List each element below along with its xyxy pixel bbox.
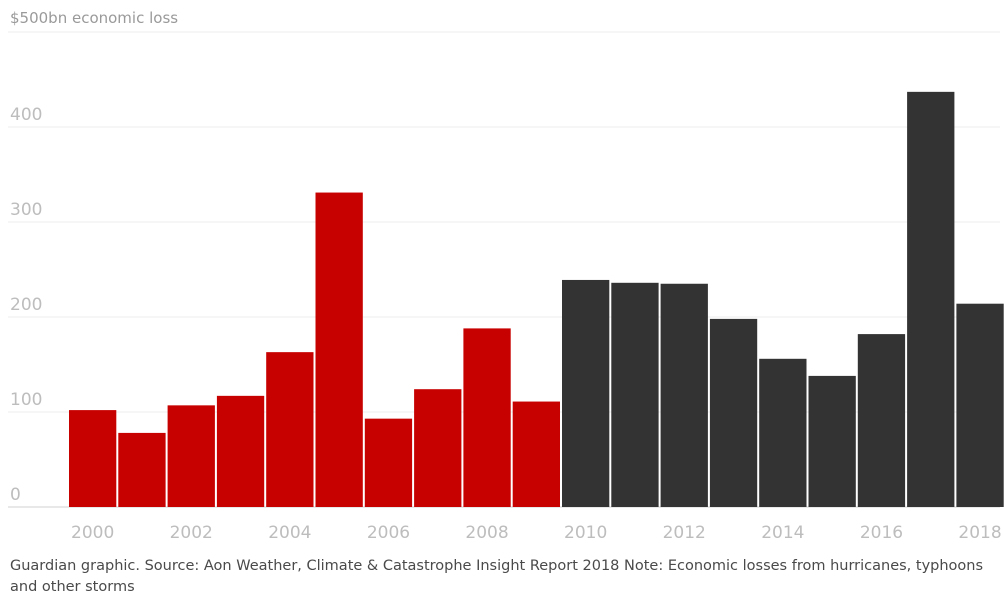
y-tick-label: 400	[10, 105, 42, 125]
bar-2014	[759, 358, 807, 507]
bar-2002	[167, 405, 215, 507]
bar-2006	[364, 418, 413, 507]
bar-2000	[69, 410, 117, 507]
x-tick-label: 2000	[71, 523, 114, 543]
x-tick-label: 2014	[761, 523, 804, 543]
bar-2007	[414, 389, 462, 507]
bar-2001	[118, 432, 166, 507]
x-tick-label: 2010	[564, 523, 607, 543]
bar-2005	[315, 192, 363, 508]
source-note: Guardian graphic. Source: Aon Weather, C…	[10, 558, 984, 595]
x-tick-label: 2006	[367, 523, 410, 543]
y-axis-title: $500bn economic loss	[10, 9, 178, 27]
x-tick-label: 2018	[958, 523, 1001, 543]
bar-2003	[216, 395, 265, 507]
bar-2017	[907, 91, 955, 507]
y-tick-label: 100	[10, 390, 42, 410]
bar-2012	[660, 283, 708, 507]
bars	[69, 91, 1004, 508]
x-tick-label: 2002	[170, 523, 213, 543]
y-axis-ticks: 0 100 200 300 400	[10, 105, 42, 505]
y-tick-label: 300	[10, 200, 42, 220]
bar-2009	[512, 401, 560, 507]
bar-2004	[266, 352, 314, 507]
x-axis-ticks: 2000 2002 2004 2006 2008 2010 2012 2014 2016 2018	[71, 523, 1002, 543]
x-tick-label: 2008	[465, 523, 508, 543]
bar-2013	[709, 318, 758, 507]
bar-2011	[611, 282, 659, 507]
bar-2010	[562, 279, 610, 507]
bar-2018	[956, 303, 1004, 507]
bar-2008	[463, 328, 511, 507]
x-tick-label: 2016	[860, 523, 903, 543]
y-tick-label: 200	[10, 295, 42, 315]
bar-2015	[808, 375, 856, 507]
y-tick-label: 0	[10, 485, 21, 505]
x-tick-label: 2012	[663, 523, 706, 543]
bar-2016	[857, 334, 906, 507]
x-tick-label: 2004	[268, 523, 311, 543]
